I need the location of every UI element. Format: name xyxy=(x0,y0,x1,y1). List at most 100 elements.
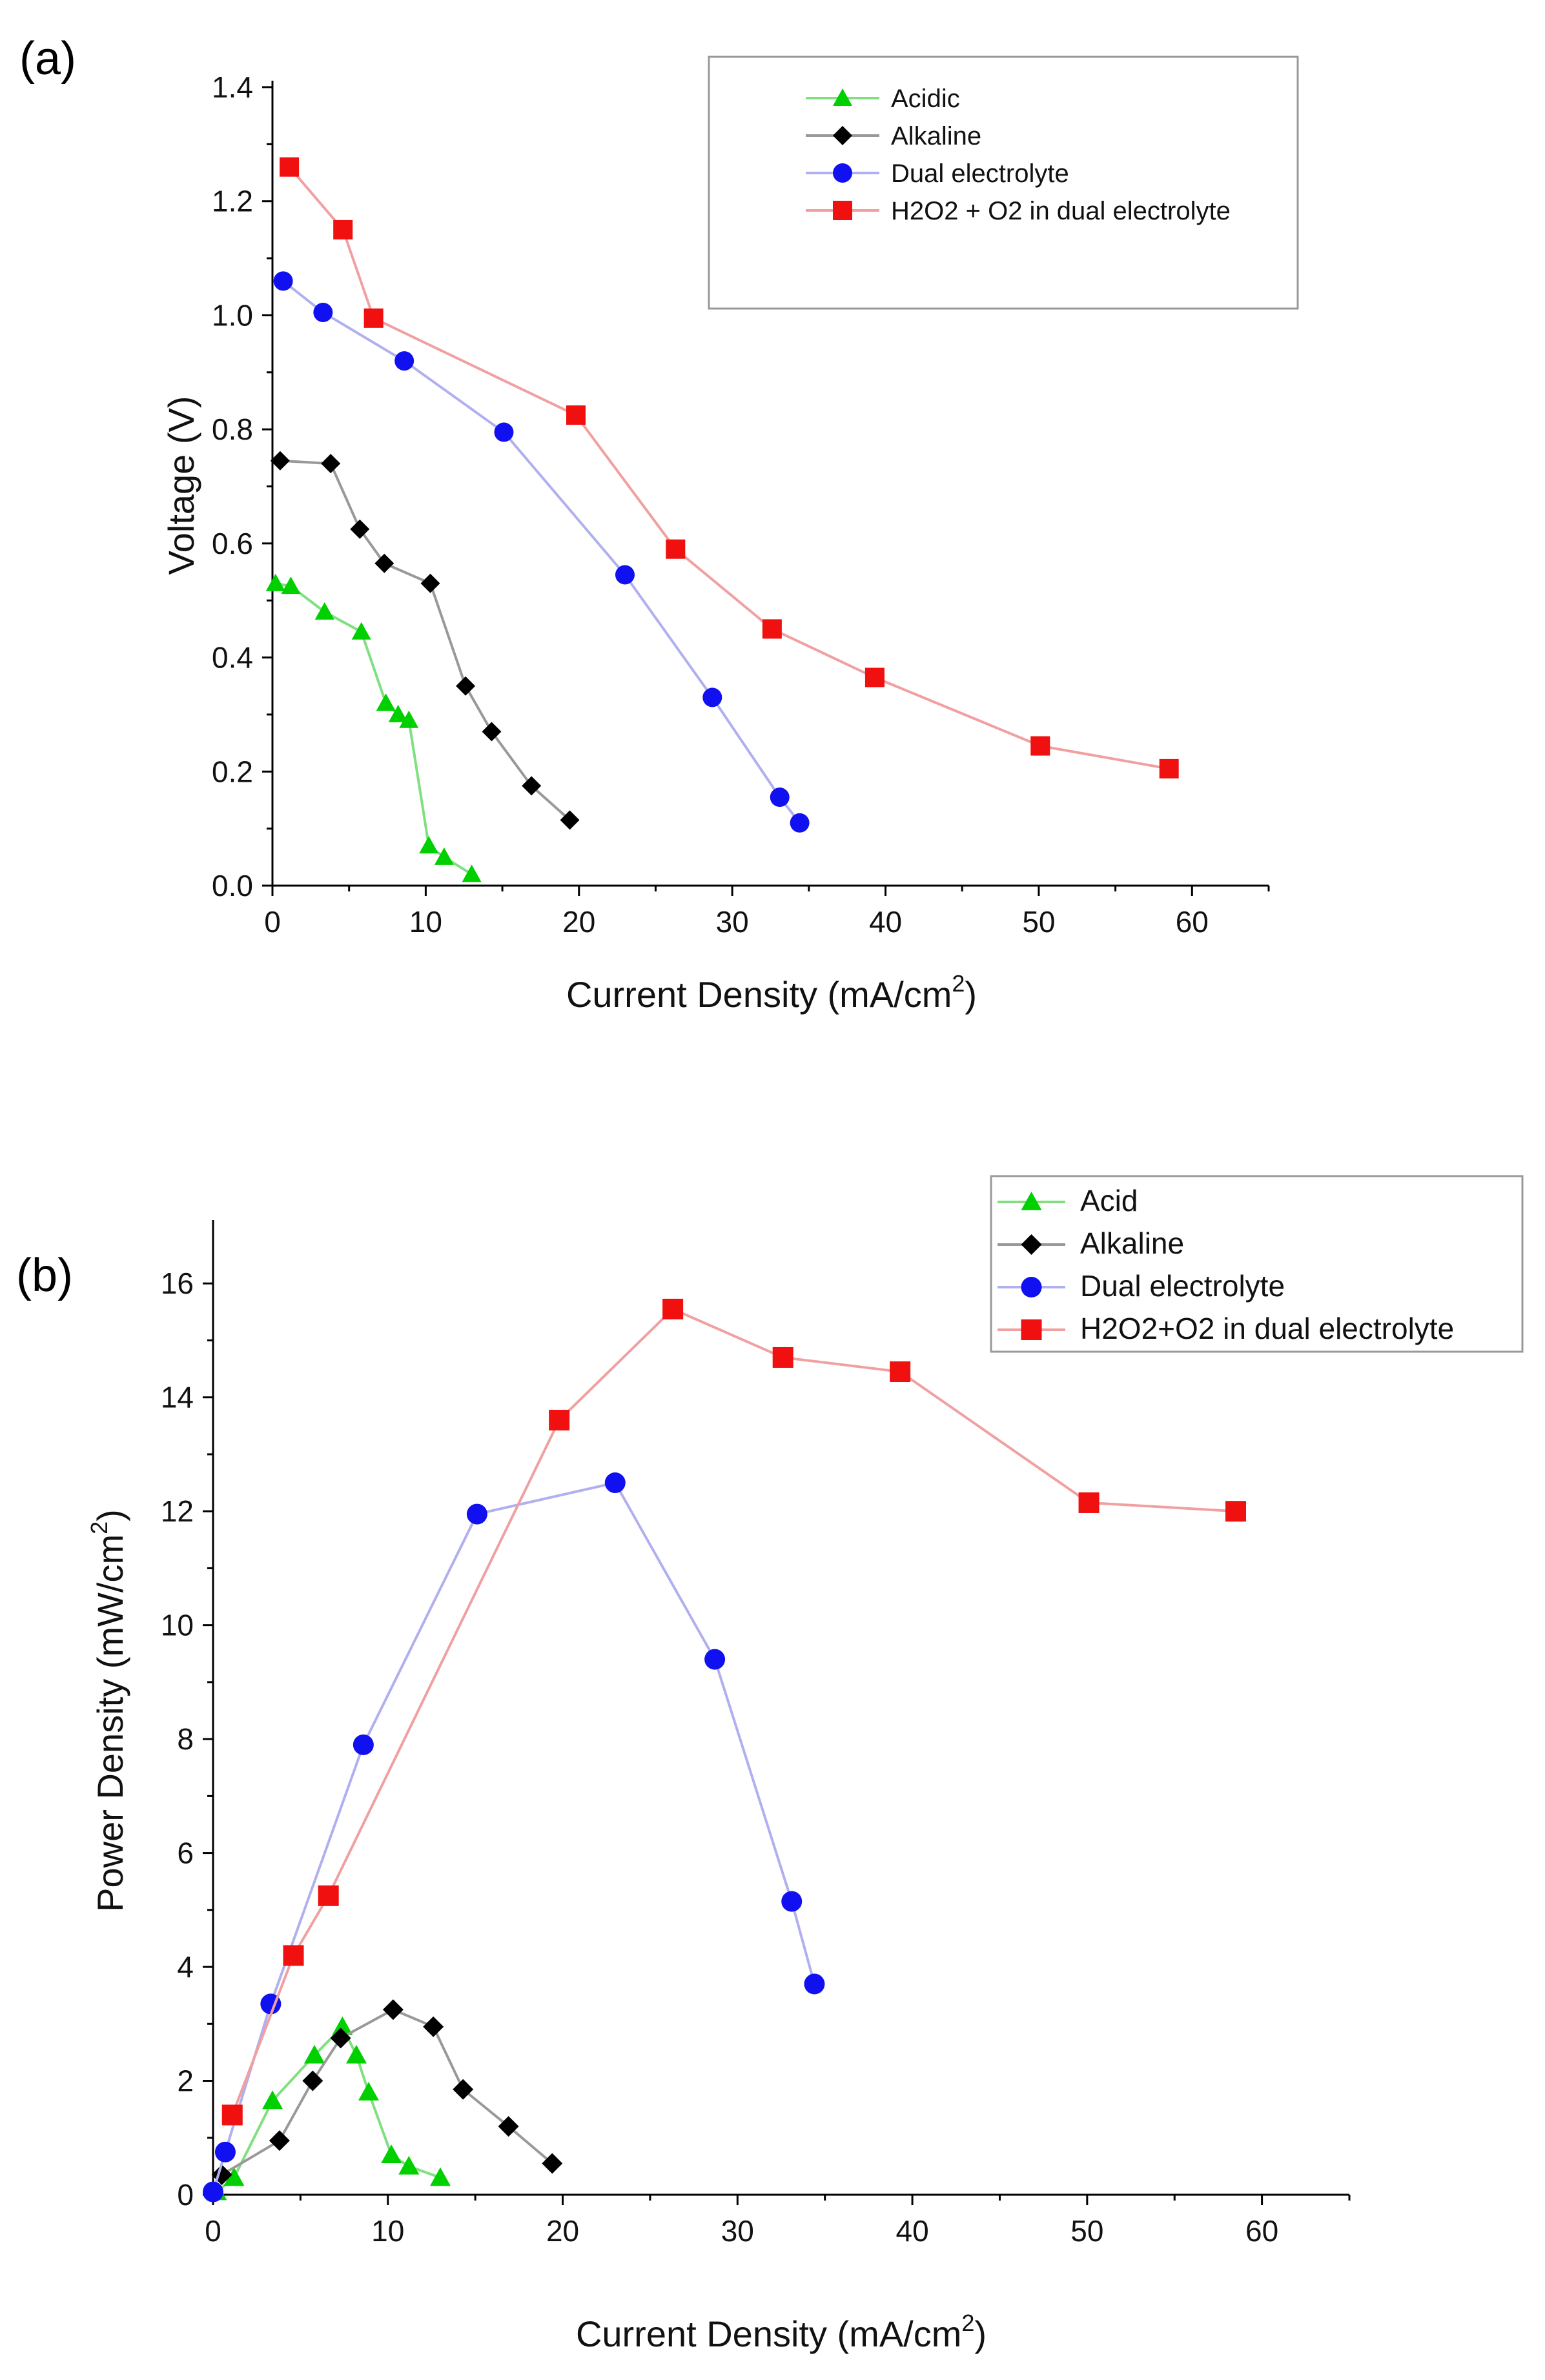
legend-entry-label: Alkaline xyxy=(891,122,981,150)
data-point xyxy=(313,303,333,323)
y-tick-label: 4 xyxy=(177,1950,194,1984)
y-tick-label: 0.2 xyxy=(212,755,253,788)
data-point xyxy=(333,219,353,239)
x-axis-title-end: ) xyxy=(965,974,977,1015)
data-point xyxy=(321,454,341,474)
data-point xyxy=(388,704,408,722)
series-circle xyxy=(203,1472,825,2202)
data-point xyxy=(398,2155,420,2175)
legend-marker xyxy=(1021,1319,1042,1340)
legend-marker xyxy=(1021,1277,1042,1297)
data-point xyxy=(280,157,300,177)
data-point xyxy=(549,1410,570,1430)
data-point xyxy=(273,271,293,291)
legend: Acidic Alkaline Dual electrolyte H2O2 + O2 … xyxy=(708,56,1299,310)
y-axis-title: Voltage (V) xyxy=(161,396,201,575)
data-point xyxy=(462,864,482,882)
y-tick-label: 8 xyxy=(177,1722,194,1756)
legend-entry-label: Dual electrolyte xyxy=(1080,1269,1285,1303)
data-point xyxy=(318,1885,339,1906)
chart-panel-a: (a) 0 10 20 30 40 50 60 0.0 0.2 0.4 0.6 0.8 1.0 1.2 1.4… xyxy=(19,33,1299,1015)
data-point xyxy=(482,722,502,742)
data-point xyxy=(270,451,290,471)
x-tick-label: 40 xyxy=(869,905,902,939)
data-point xyxy=(498,2116,519,2137)
x-tick-label: 10 xyxy=(371,2214,404,2248)
data-point xyxy=(358,2082,379,2100)
x-tick-label: 30 xyxy=(716,905,749,939)
x-tick-label: 30 xyxy=(721,2214,754,2248)
data-point xyxy=(363,308,384,328)
y-tick-label: 0 xyxy=(177,2178,194,2212)
legend-entry-label: H2O2+O2 in dual electrolyte xyxy=(1080,1312,1454,1345)
data-point xyxy=(662,1298,684,1319)
data-point xyxy=(781,1891,803,1912)
data-point xyxy=(399,710,419,728)
y-axis-title-main: Power Density (mW/cm xyxy=(90,1534,130,1912)
legend-entry-label: H2O2 + O2 in dual electrolyte xyxy=(891,197,1231,225)
y-axis-title-end: ) xyxy=(90,1509,130,1521)
data-point xyxy=(430,2167,451,2186)
data-point xyxy=(615,565,635,585)
data-point xyxy=(376,693,396,711)
y-tick-label: 0.8 xyxy=(212,412,253,446)
x-axis-title: Current Density (mA/cm2) xyxy=(566,970,977,1015)
series-line xyxy=(282,280,801,824)
data-point xyxy=(560,810,580,830)
legend-marker xyxy=(833,163,852,183)
data-point xyxy=(223,2167,245,2186)
data-point xyxy=(494,422,514,442)
legend-marker xyxy=(1021,1192,1042,1210)
y-tick-label: 16 xyxy=(161,1266,194,1300)
x-axis-title-sup: 2 xyxy=(961,2310,974,2336)
data-point xyxy=(283,1945,304,1966)
y-tick-label: 0.4 xyxy=(212,641,253,675)
x-tick-label: 20 xyxy=(562,905,595,939)
data-point xyxy=(1159,758,1179,778)
data-point xyxy=(353,1734,374,1755)
data-point xyxy=(302,2070,323,2091)
series-circle xyxy=(273,271,810,833)
data-point xyxy=(865,667,885,687)
data-point xyxy=(804,1973,825,1995)
y-tick-label: 12 xyxy=(161,1494,194,1528)
data-point xyxy=(762,619,782,639)
series-diamond xyxy=(270,451,580,830)
data-point xyxy=(350,519,370,539)
data-point xyxy=(522,776,542,796)
data-point xyxy=(269,2130,290,2151)
y-axis-title-sup: 2 xyxy=(86,1521,112,1534)
data-point xyxy=(351,622,371,640)
data-point xyxy=(374,553,394,573)
x-tick-label: 60 xyxy=(1176,905,1209,939)
x-tick-label: 50 xyxy=(1022,905,1055,939)
x-tick-label: 10 xyxy=(409,905,442,939)
data-point xyxy=(330,2028,351,2049)
data-point xyxy=(666,539,686,559)
data-point xyxy=(466,1503,487,1525)
data-point xyxy=(281,576,301,595)
legend-marker xyxy=(1021,1234,1042,1255)
data-point xyxy=(890,1361,911,1382)
data-point xyxy=(566,405,586,425)
series-square xyxy=(221,1298,1246,2126)
y-tick-label: 1.0 xyxy=(212,298,253,332)
x-tick-label: 50 xyxy=(1070,2214,1103,2248)
data-point xyxy=(382,1999,404,2020)
data-point xyxy=(434,847,454,865)
y-axis-title: Power Density (mW/cm2) xyxy=(86,1509,130,1912)
x-axis-title-end: ) xyxy=(974,2314,987,2354)
y-tick-label: 1.2 xyxy=(212,185,253,218)
data-point xyxy=(420,573,440,593)
y-tick-label: 0.6 xyxy=(212,527,253,560)
legend: Acid Alkaline Dual electrolyte H2O2+O2 in d… xyxy=(990,1175,1524,1353)
x-axis-title-main: Current Density (mA/cm xyxy=(576,2314,961,2354)
x-tick-label: 60 xyxy=(1245,2214,1278,2248)
y-tick-label: 14 xyxy=(161,1381,194,1414)
y-axis-title-main: Voltage (V) xyxy=(161,396,201,575)
data-point xyxy=(542,2153,563,2174)
data-point xyxy=(1225,1501,1246,1522)
data-point xyxy=(702,687,722,707)
